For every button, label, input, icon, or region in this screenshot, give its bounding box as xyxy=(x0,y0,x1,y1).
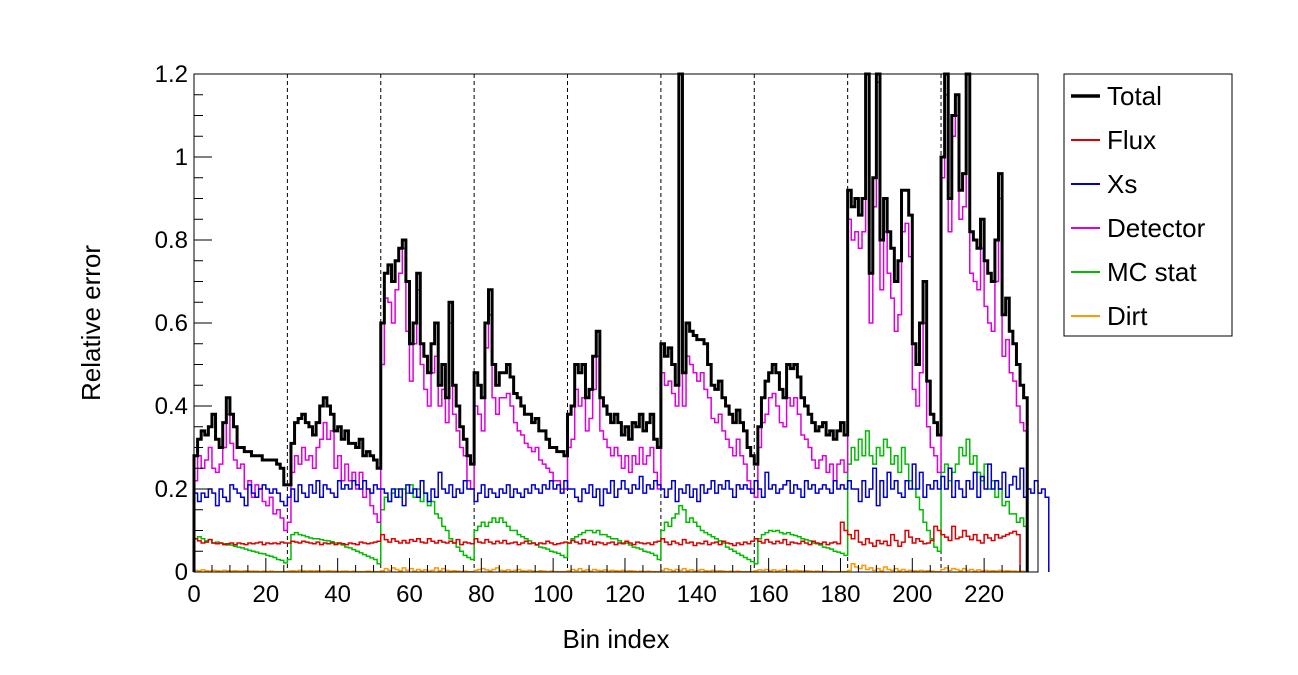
legend-label-flux: Flux xyxy=(1107,125,1156,155)
x-axis: 0 20 40 60 80 100 120 140 160 180 200 220 xyxy=(187,558,1039,608)
x-tick-label: 100 xyxy=(533,581,573,608)
legend-label-total: Total xyxy=(1107,81,1162,111)
x-tick-label: 0 xyxy=(187,581,200,608)
x-tick-label: 140 xyxy=(677,581,717,608)
legend-label-xs: Xs xyxy=(1107,169,1137,199)
x-tick-label: 200 xyxy=(892,581,932,608)
series-flux-line xyxy=(193,521,1021,572)
legend-box xyxy=(1063,73,1233,337)
legend: Total Flux Xs Detector MC stat Dirt xyxy=(1063,73,1233,337)
legend-label-detector: Detector xyxy=(1107,213,1206,243)
x-tick-label: 120 xyxy=(605,581,645,608)
y-axis-title: Relative error xyxy=(76,245,106,401)
y-tick-label: 0.2 xyxy=(155,476,188,503)
y-axis: 0 0.2 0.4 0.6 0.8 1 1.2 xyxy=(155,61,212,586)
x-axis-title: Bin index xyxy=(563,624,670,654)
x-tick-label: 80 xyxy=(468,581,495,608)
legend-label-mc-stat: MC stat xyxy=(1107,257,1197,287)
x-tick-label: 160 xyxy=(749,581,789,608)
series-xs-line xyxy=(193,463,1050,572)
y-tick-label: 1.2 xyxy=(155,61,188,88)
x-tick-label: 60 xyxy=(396,581,423,608)
x-tick-label: 20 xyxy=(252,581,279,608)
y-tick-label: 1 xyxy=(175,144,188,171)
y-tick-label: 0.4 xyxy=(155,393,188,420)
y-tick-label: 0.8 xyxy=(155,227,188,254)
series-total-line xyxy=(192,72,1029,572)
legend-label-dirt: Dirt xyxy=(1107,301,1148,331)
y-tick-label: 0 xyxy=(175,559,188,586)
series-detector-line xyxy=(193,73,1028,572)
x-tick-label: 220 xyxy=(964,581,1004,608)
y-tick-label: 0.6 xyxy=(155,310,188,337)
series-mc-stat-line xyxy=(193,430,1028,572)
x-tick-label: 180 xyxy=(820,581,860,608)
x-tick-label: 40 xyxy=(324,581,351,608)
